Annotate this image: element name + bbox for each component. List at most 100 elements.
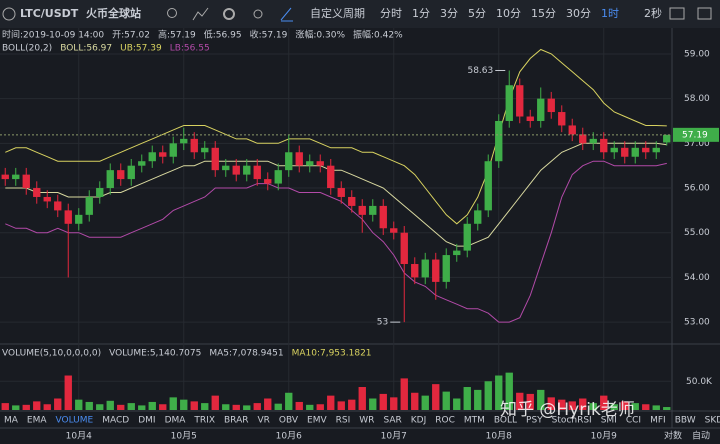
volume-line: VOLUME(5,10,0,0,0,0)	[2, 349, 101, 359]
candle-body	[85, 196, 93, 215]
volume-bar	[589, 403, 597, 410]
candle-body	[64, 210, 72, 224]
info-line: 低:56.95	[204, 29, 242, 41]
volume-bar	[610, 404, 618, 410]
indicator-tab[interactable]: VR	[257, 416, 269, 426]
candle-body	[22, 174, 30, 189]
volume-bar	[558, 399, 566, 410]
search-icon[interactable]	[167, 8, 177, 18]
volume-bar	[379, 393, 387, 410]
indicator-tab[interactable]: SAR	[383, 416, 401, 426]
indicator-icon[interactable]	[192, 7, 209, 21]
y-tick-label: 57.00	[684, 139, 710, 149]
candle-body	[211, 147, 219, 171]
volume-bar	[579, 398, 587, 410]
indicator-tab[interactable]: SMI	[601, 416, 617, 426]
candle-body	[75, 214, 83, 224]
candle-body	[369, 205, 377, 215]
candle-body	[432, 259, 440, 282]
volume-bar	[1, 403, 9, 410]
volume-bar	[222, 404, 230, 410]
volume-bar	[201, 403, 209, 410]
candle-body	[621, 147, 629, 157]
volume-bar	[484, 381, 492, 410]
period-tab[interactable]: 1时	[601, 7, 619, 20]
candle-body	[316, 161, 324, 166]
candle-body	[495, 120, 503, 162]
candle-body	[390, 228, 398, 233]
indicator-tab[interactable]: TRIX	[193, 416, 215, 426]
candle-body	[127, 165, 135, 180]
candle-body	[348, 196, 356, 206]
camera-icon[interactable]	[669, 7, 685, 20]
indicator-tab[interactable]: EMA	[27, 416, 47, 426]
candle-body	[453, 250, 461, 256]
draw-icon[interactable]	[280, 7, 293, 22]
indicator-tab[interactable]: VOLUME	[56, 416, 94, 426]
volume-bar	[327, 395, 335, 410]
candle-body	[274, 170, 282, 184]
last-price: 57.19	[682, 130, 708, 140]
indicator-tab[interactable]: MACD	[102, 416, 129, 426]
volume-bar	[495, 375, 503, 410]
fullscreen-icon[interactable]	[697, 7, 712, 20]
period-tab[interactable]: 3分	[440, 7, 458, 20]
indicator-tab[interactable]: EMV	[307, 416, 327, 426]
axis-option[interactable]: 对数	[664, 430, 682, 442]
volume-bar	[180, 399, 188, 410]
candle-body	[12, 174, 20, 180]
period-tab[interactable]: 分时	[380, 7, 402, 20]
period-tab[interactable]: 15分	[531, 7, 556, 20]
indicator-tab[interactable]: BOLL	[494, 416, 517, 426]
indicator-tab[interactable]: PSY	[526, 416, 543, 426]
volume-bar	[264, 398, 272, 410]
indicator-tab[interactable]: MA	[4, 416, 19, 426]
y-tick-label: 53.00	[684, 318, 710, 328]
indicator-tab[interactable]: SKDJ	[705, 416, 720, 426]
refresh[interactable]: 2秒	[644, 6, 662, 20]
volume-bar	[453, 398, 461, 410]
period-tab[interactable]: 1分	[412, 7, 430, 20]
volume-bar	[253, 403, 261, 410]
watermark: 知乎 @Hyrik老师	[500, 400, 635, 420]
candle-body	[537, 98, 545, 121]
candle-body	[568, 125, 576, 135]
settings-icon[interactable]	[223, 8, 235, 20]
volume-bar	[12, 405, 20, 410]
candle-body	[201, 147, 209, 153]
period-tab[interactable]: 10分	[496, 7, 521, 20]
volume-bar	[306, 404, 314, 410]
indicator-tab[interactable]: ROC	[435, 416, 455, 426]
period-tab[interactable]: 30分	[566, 7, 591, 20]
indicator-tab[interactable]: BBW	[675, 416, 696, 426]
candle-body	[411, 264, 419, 278]
candle-body	[232, 165, 240, 175]
volume-bar	[337, 401, 345, 410]
indicator-tab[interactable]: MFI	[650, 416, 666, 426]
candle-body	[169, 143, 177, 157]
y-tick-label: 58.00	[684, 94, 710, 104]
period-tab[interactable]: 5分	[468, 7, 486, 20]
indicator-tab[interactable]: KDJ	[411, 416, 427, 426]
indicator-tab[interactable]: OBV	[279, 416, 299, 426]
x-tick-label: 10月5	[171, 431, 197, 442]
theme-icon[interactable]	[253, 9, 263, 19]
indicator-tab[interactable]: MTM	[464, 416, 485, 426]
indicator-tab[interactable]: StochRSI	[552, 416, 592, 426]
volume-bar	[505, 372, 513, 410]
indicator-tab[interactable]: DMI	[138, 416, 155, 426]
candle-body	[547, 98, 555, 113]
indicator-tab[interactable]: DMA	[165, 416, 187, 426]
indicator-tab[interactable]: WR	[359, 416, 374, 426]
symbol[interactable]: LTC/USDT	[20, 7, 79, 20]
indicator-tab[interactable]: BRAR	[224, 416, 248, 426]
toolbar	[0, 0, 720, 28]
indicator-tab[interactable]: RSI	[336, 416, 351, 426]
indicator-tab[interactable]: CCI	[626, 416, 641, 426]
volume-bar	[663, 407, 671, 410]
axis-option[interactable]: 自动	[692, 430, 710, 442]
boll-line: BOLL(20,2)	[2, 44, 52, 54]
volume-bar	[243, 405, 251, 410]
period-menu[interactable]: 自定义周期	[310, 6, 365, 20]
exchange[interactable]: 火币全球站	[86, 6, 141, 20]
